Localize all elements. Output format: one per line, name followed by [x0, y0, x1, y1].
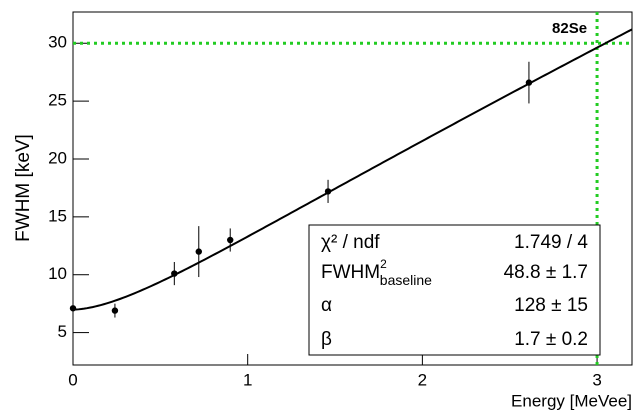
y-tick-label: 10 [48, 264, 67, 283]
reference-label: 82Se [552, 20, 587, 37]
param-sup: 2 [380, 257, 387, 271]
stats-box [308, 224, 601, 356]
y-tick-label: 20 [48, 148, 67, 167]
fit-curve [72, 28, 633, 311]
param-name: α [321, 295, 332, 316]
x-tick-label: 0 [68, 370, 77, 389]
param-sub: baseline [380, 272, 432, 288]
data-point [171, 270, 178, 277]
data-point [324, 188, 332, 195]
x-tick-label: 3 [592, 370, 601, 389]
x-axis-label: Energy [MeVee] [511, 391, 632, 410]
y-tick-label: 5 [58, 322, 67, 341]
param-name: FWHM [321, 262, 380, 283]
y-tick-label: 15 [48, 206, 67, 225]
x-tick-label: 2 [418, 370, 427, 389]
stats-label: χ² / ndf [321, 232, 380, 253]
y-tick-label: 30 [48, 33, 67, 52]
stats-label: α [321, 295, 332, 316]
stats-value: 128 ± 15 [514, 295, 588, 316]
stats-value: 1.7 ± 0.2 [514, 329, 588, 350]
data-point [69, 305, 77, 312]
stats-value: 48.8 ± 1.7 [504, 262, 588, 283]
data-point [195, 248, 202, 255]
stats-value: 1.749 / 4 [514, 232, 588, 253]
data-point [525, 79, 533, 86]
data-point [227, 236, 234, 244]
stats-label: FWHM2 baseline [321, 257, 432, 288]
data-point [111, 307, 119, 314]
y-axis-label: FWHM [keV] [13, 134, 34, 242]
stats-label: β [321, 329, 332, 350]
y-tick-label: 25 [48, 91, 67, 110]
param-name: β [321, 329, 332, 350]
x-tick-label: 1 [243, 370, 252, 389]
plot-frame [72, 11, 633, 366]
